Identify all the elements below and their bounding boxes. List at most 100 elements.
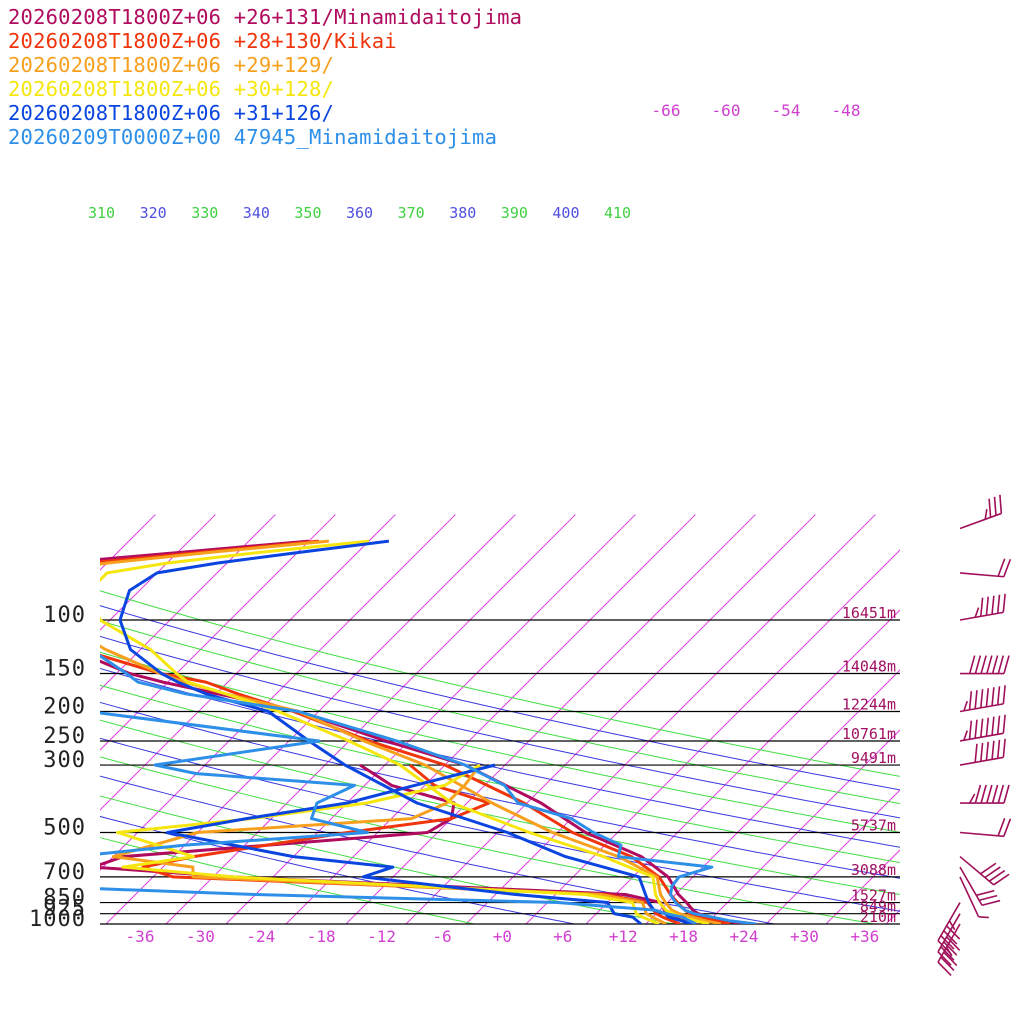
temperature-tick-label: +18	[669, 927, 698, 946]
theta-label: 410	[604, 204, 631, 222]
wind-barb-feather	[946, 936, 961, 951]
wind-barb-feather	[940, 956, 955, 972]
wind-barb-feather	[1002, 714, 1006, 734]
wind-barb-feather	[988, 498, 992, 518]
wind-barb-staff	[959, 756, 1004, 766]
wind-barb-feather	[943, 930, 958, 945]
legend-entry: 20260208T1800Z+06 +28+130/Kikai	[8, 29, 397, 53]
isobars	[100, 619, 900, 925]
pressure-label: 925	[43, 897, 86, 922]
wind-barb-staff	[959, 876, 980, 918]
pressure-label: 100	[43, 603, 86, 628]
wind-barb-staff	[959, 855, 995, 886]
legend-entry: 20260209T0000Z+00 47945_Minamidaitojima	[8, 125, 498, 149]
wind-barb-feather	[985, 596, 990, 616]
pressure-label: 300	[43, 748, 86, 773]
wind-barb-feather	[993, 496, 997, 516]
wind-barb-feather	[963, 730, 969, 741]
height-label: 14048m	[842, 658, 896, 676]
pressure-label: 1000	[29, 907, 86, 932]
dewpoint-profile-line	[116, 763, 660, 924]
theta-label: 360	[346, 204, 373, 222]
height-label: 210m	[860, 908, 896, 926]
temperature-tick-label: -24	[246, 927, 275, 946]
temperature-tick-label: -30	[186, 927, 215, 946]
wind-barb-feather	[974, 655, 982, 674]
wind-barb-feather	[997, 784, 1005, 804]
wind-barb-feather	[999, 494, 1003, 514]
theta-label: 340	[243, 204, 270, 222]
wind-barb-feather	[985, 688, 990, 707]
wind-barb-feather	[974, 719, 978, 739]
temperature-tick-label: +36	[850, 927, 879, 946]
wind-barb-feather	[984, 866, 1001, 879]
wind-barb-feather	[1003, 655, 1010, 674]
wind-barb-feather	[1002, 593, 1006, 613]
isotherm-line	[465, 514, 876, 924]
height-label: 16451m	[842, 604, 896, 622]
wind-barb-staff	[959, 831, 1004, 838]
dry-adiabat-line	[100, 837, 478, 924]
dry-adiabat-line	[100, 651, 900, 833]
wind-barb-feather	[991, 784, 999, 804]
wind-barb-feather	[1003, 784, 1010, 804]
theta-label: 330	[191, 204, 218, 222]
temperature-profile-line	[100, 539, 744, 924]
wind-barb-feather	[968, 691, 973, 710]
wind-barb-feather	[988, 869, 1006, 882]
dry-adiabat-line	[100, 815, 578, 924]
theta-label: 310	[88, 204, 115, 222]
height-label: 5737m	[851, 816, 896, 834]
wind-barb-feather	[991, 740, 995, 760]
wind-barb-feather	[997, 558, 1006, 577]
wind-barb-feather	[997, 655, 1005, 674]
temperature-tick-label: +6	[553, 927, 572, 946]
upper-temperature-tick-label: -66	[652, 101, 681, 120]
isotherm-line	[585, 609, 900, 924]
isotherm-line	[165, 514, 576, 924]
wind-barb-feather	[996, 739, 1001, 759]
wind-barb-staff	[959, 866, 983, 906]
wind-barb-feather	[980, 862, 997, 875]
isotherm-line	[825, 849, 900, 924]
theta-label: 350	[294, 204, 321, 222]
wind-barb-feather	[984, 509, 988, 520]
isotherm-line	[345, 514, 756, 924]
wind-barb-feather	[986, 784, 993, 804]
dry-adiabat-line	[100, 620, 900, 805]
wind-barb-feather	[997, 818, 1006, 837]
wind-barb-feather	[996, 715, 1001, 735]
axis-labels: 310 320 330 340 350 360 370 380 390 400 410 100 1645…	[29, 101, 896, 946]
temperature-tick-label: +12	[609, 927, 638, 946]
isotherm-line	[100, 514, 216, 631]
isotherm-line	[285, 514, 696, 924]
wind-barbs	[937, 494, 1012, 976]
height-label: 3088m	[851, 861, 896, 879]
chart-legend: 20260208T1800Z+06 +26+131/Minamidaitojim…	[8, 5, 522, 149]
theta-label: 370	[398, 204, 425, 222]
wind-barb-feather	[981, 899, 1001, 907]
dry-adiabat-line	[100, 737, 900, 912]
wind-barb-feather	[996, 594, 1001, 614]
dry-adiabat-line	[100, 590, 900, 777]
wind-barb-feather	[991, 687, 995, 706]
height-label: 10761m	[842, 725, 896, 743]
wind-barb-feather	[991, 595, 995, 615]
wind-barb-feather	[963, 700, 969, 712]
pressure-label: 500	[43, 815, 86, 840]
height-label: 1527m	[851, 887, 896, 905]
wind-barb-feather	[991, 716, 995, 736]
height-label: 12244m	[842, 696, 896, 714]
dry-adiabat-line	[100, 684, 900, 864]
wind-barb-staff	[937, 913, 961, 953]
isotherm-line	[525, 549, 900, 924]
wind-barb-feather	[968, 655, 976, 674]
wind-barb-feather	[980, 689, 984, 708]
isotherm-line	[946, 515, 1024, 924]
temperature-tick-label: +30	[790, 927, 819, 946]
isotherm-line	[100, 514, 276, 691]
wind-barb-feather	[937, 961, 952, 976]
wind-barb-feather	[980, 742, 984, 762]
wind-barb-feather	[946, 925, 961, 940]
